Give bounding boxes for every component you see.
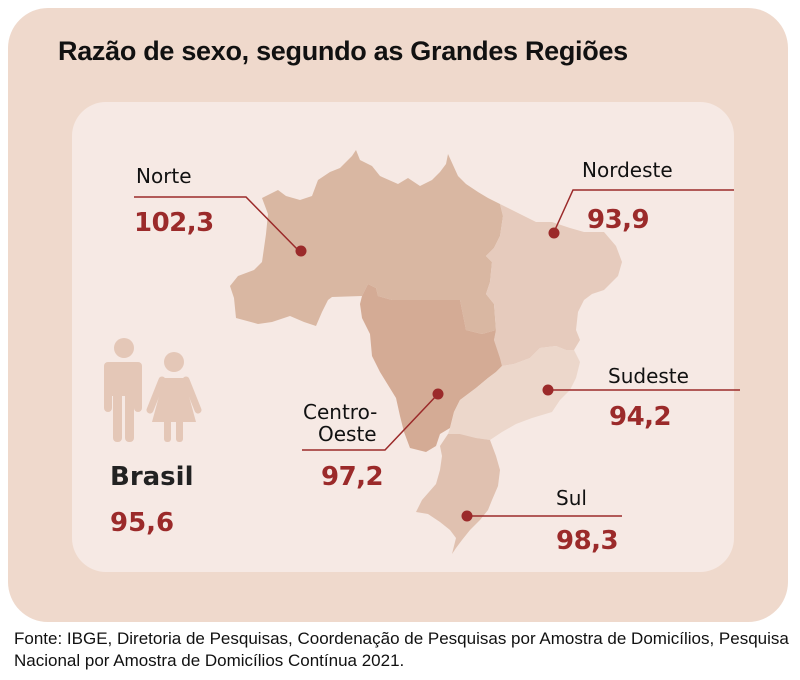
- brasil-label: Brasil: [110, 462, 194, 492]
- value-sul: 98,3: [556, 526, 619, 556]
- region-centro-oeste: [360, 284, 502, 452]
- marker-sudeste: [542, 384, 554, 396]
- region-nordeste: [486, 204, 622, 366]
- region-norte: [230, 150, 503, 334]
- label-nordeste: Nordeste: [582, 158, 673, 182]
- value-sudeste: 94,2: [609, 402, 672, 432]
- leader-centro-oeste: [302, 393, 439, 451]
- label-sudeste: Sudeste: [608, 364, 689, 388]
- value-norte: 102,3: [134, 208, 214, 238]
- label-centro-oeste-line2: Oeste: [318, 422, 377, 446]
- brasil-value: 95,6: [110, 508, 175, 538]
- value-centro-oeste: 97,2: [321, 462, 384, 492]
- marker-nordeste: [548, 227, 560, 239]
- marker-centro-oeste: [432, 388, 444, 400]
- value-nordeste: 93,9: [587, 205, 650, 235]
- man-woman-icon: [104, 338, 202, 442]
- marker-sul: [461, 510, 473, 522]
- source-note: Fonte: IBGE, Diretoria de Pesquisas, Coo…: [14, 629, 789, 670]
- label-centro-oeste-line1: Centro-: [303, 400, 378, 424]
- region-sudeste: [448, 346, 580, 440]
- region-sul: [416, 434, 500, 554]
- chart-title: Razão de sexo, segundo as Grandes Regiõe…: [58, 36, 628, 66]
- leader-norte: [134, 196, 301, 253]
- leader-nordeste: [553, 189, 734, 233]
- label-norte: Norte: [136, 164, 192, 188]
- marker-norte: [295, 245, 307, 257]
- label-sul: Sul: [556, 486, 587, 510]
